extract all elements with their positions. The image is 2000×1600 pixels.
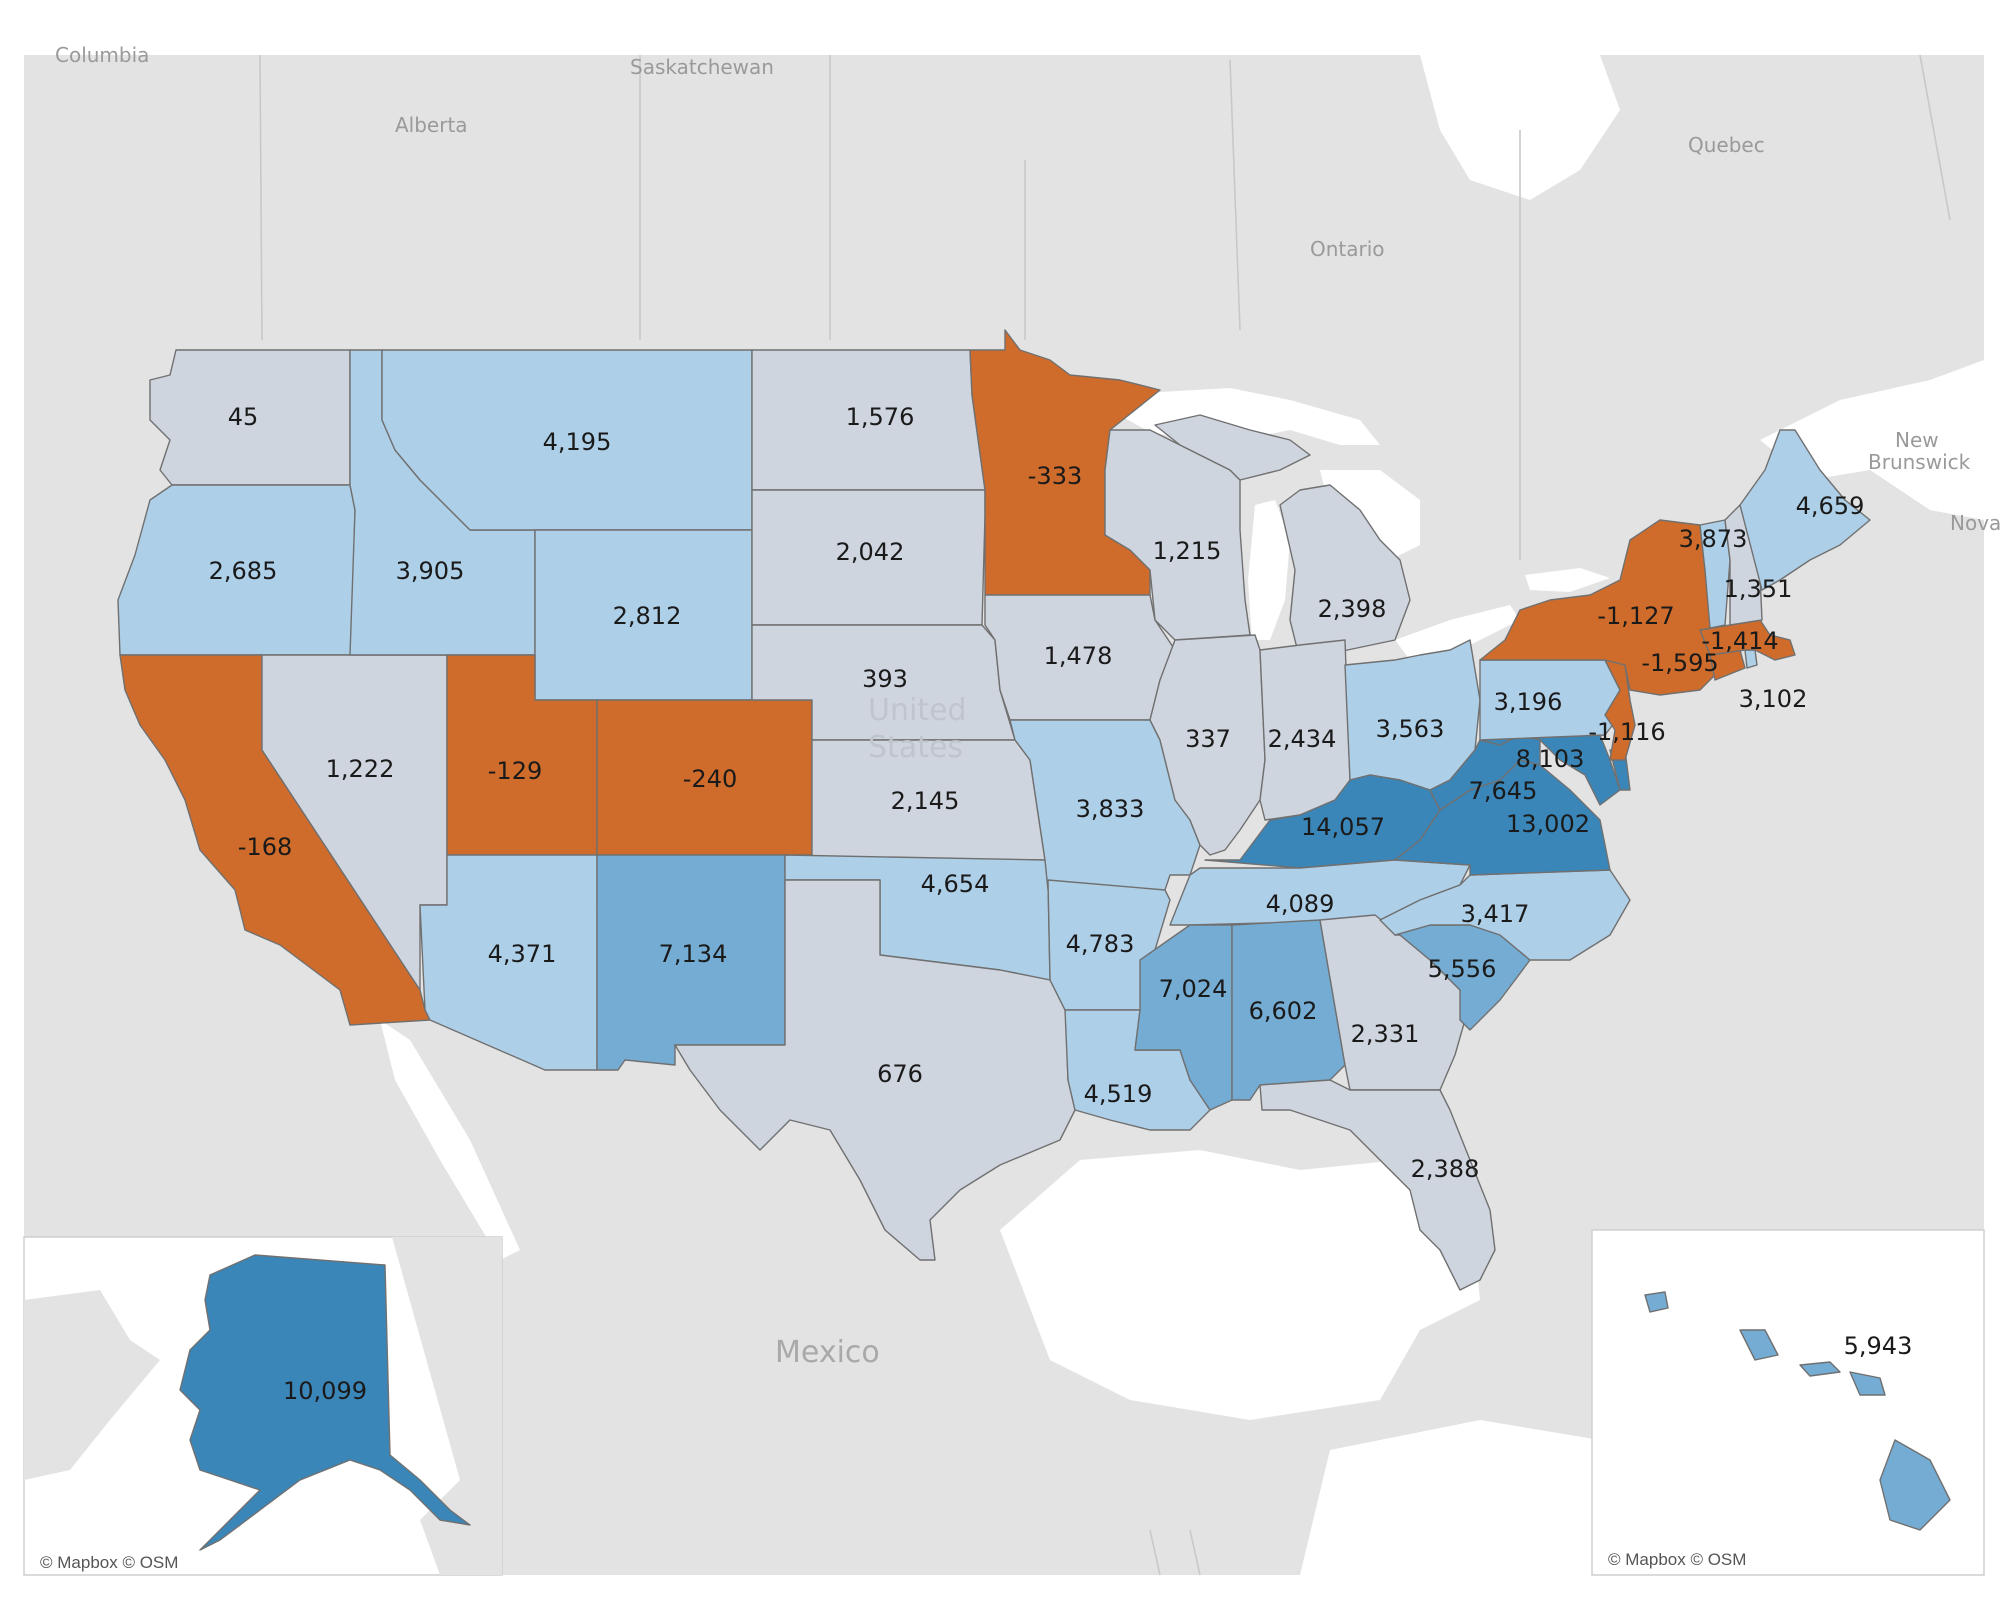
- value-label-hi: 5,943: [1844, 1332, 1913, 1360]
- label-mexico: Mexico: [775, 1335, 880, 1370]
- value-label-wy: 2,812: [613, 602, 682, 630]
- value-label-ct: -1,595: [1641, 649, 1718, 677]
- lake-ontario-water: [1525, 568, 1610, 592]
- value-label-id: 3,905: [396, 557, 465, 585]
- caribbean-water: [1300, 1420, 1600, 1575]
- value-label-il: 337: [1185, 725, 1231, 753]
- state-ms[interactable]: [1134, 924, 1233, 1111]
- value-label-al: 6,602: [1249, 997, 1318, 1025]
- value-label-ia: 1,478: [1044, 642, 1113, 670]
- value-label-mo: 3,833: [1076, 795, 1145, 823]
- value-label-or: 2,685: [209, 557, 278, 585]
- value-label-ks: 2,145: [891, 787, 960, 815]
- canada-province-borders: [259, 54, 1951, 560]
- value-label-in: 2,434: [1268, 725, 1337, 753]
- value-label-pa: 3,196: [1494, 688, 1563, 716]
- value-label-ar: 4,783: [1066, 930, 1135, 958]
- value-label-ga: 2,331: [1351, 1020, 1420, 1048]
- value-label-ny: -1,127: [1597, 602, 1674, 630]
- value-label-wi: 1,215: [1153, 537, 1222, 565]
- value-label-mt: 4,195: [543, 428, 612, 456]
- hawaii-inset-credit: © Mapbox © OSM: [1608, 1550, 1746, 1569]
- gulf-of-mexico-water: [1000, 1150, 1480, 1420]
- lake-erie-water: [1395, 605, 1520, 660]
- value-label-tn: 4,089: [1266, 890, 1335, 918]
- value-label-ri: 3,102: [1739, 685, 1808, 713]
- value-label-mi: 2,398: [1318, 595, 1387, 623]
- hudson-bay-water: [1420, 55, 1620, 200]
- state-ak[interactable]: [179, 1254, 471, 1551]
- state-ma[interactable]: [1699, 619, 1796, 661]
- value-labels-layer: 45 2,685 -168 1,222 3,905 4,195 2,812 -129 -240 4…: [209, 403, 1913, 1405]
- value-label-va: 13,002: [1506, 810, 1590, 838]
- label-columbia: Columbia: [55, 43, 149, 67]
- value-label-me: 4,659: [1796, 492, 1865, 520]
- label-quebec: Quebec: [1688, 133, 1765, 157]
- state-hi[interactable]: [1644, 1291, 1951, 1531]
- value-label-nh: 1,351: [1724, 575, 1793, 603]
- label-united: United: [868, 693, 967, 728]
- value-label-nv: 1,222: [326, 755, 395, 783]
- state-mi[interactable]: [1154, 414, 1411, 661]
- value-label-nm: 7,134: [659, 940, 728, 968]
- value-label-nd: 1,576: [846, 403, 915, 431]
- state-fl[interactable]: [1259, 1079, 1496, 1291]
- value-label-az: 4,371: [488, 940, 557, 968]
- value-label-ky: 14,057: [1301, 813, 1385, 841]
- label-states: States: [868, 730, 963, 765]
- label-alberta: Alberta: [395, 113, 468, 137]
- value-label-wv: 7,645: [1469, 777, 1538, 805]
- value-label-ok: 4,654: [921, 870, 990, 898]
- state-me[interactable]: [1739, 429, 1871, 591]
- state-sd[interactable]: [751, 489, 986, 626]
- value-label-ma: -1,414: [1701, 627, 1778, 655]
- gulf-of-st-lawrence-water: [1760, 360, 1984, 520]
- value-label-ms: 7,024: [1159, 975, 1228, 1003]
- label-nova: Nova: [1950, 511, 2000, 535]
- value-label-nj: -1,116: [1588, 718, 1665, 746]
- state-nc[interactable]: [1379, 869, 1631, 961]
- value-label-ak: 10,099: [283, 1377, 367, 1405]
- alaska-inset-basemap: [24, 1237, 502, 1575]
- states-layer: [117, 329, 1951, 1551]
- value-label-md: 8,103: [1516, 745, 1585, 773]
- lake-michigan-water: [1248, 500, 1290, 640]
- label-saskatchewan: Saskatchewan: [630, 55, 774, 79]
- value-label-ut: -129: [488, 757, 542, 785]
- lake-huron-water: [1320, 470, 1420, 560]
- value-label-sd: 2,042: [836, 538, 905, 566]
- value-label-co: -240: [683, 765, 737, 793]
- value-label-vt: 3,873: [1679, 525, 1748, 553]
- value-label-fl: 2,388: [1411, 1155, 1480, 1183]
- value-label-wa: 45: [228, 403, 259, 431]
- mexico-borders: [1149, 1529, 1201, 1576]
- value-label-ca: -168: [238, 833, 292, 861]
- state-tx[interactable]: [674, 879, 1076, 1261]
- gulf-of-california-water: [380, 1020, 520, 1260]
- value-label-tx: 676: [877, 1060, 923, 1088]
- value-label-mn: -333: [1028, 462, 1082, 490]
- value-label-oh: 3,563: [1376, 715, 1445, 743]
- label-new-brunswick: New Brunswick: [1868, 428, 1971, 474]
- value-label-sc: 5,556: [1428, 955, 1497, 983]
- state-nj[interactable]: [1604, 659, 1636, 761]
- value-label-ne: 393: [862, 665, 908, 693]
- value-label-nc: 3,417: [1461, 900, 1530, 928]
- value-label-la: 4,519: [1084, 1080, 1153, 1108]
- label-ontario: Ontario: [1310, 237, 1385, 261]
- alaska-inset-credit: © Mapbox © OSM: [40, 1553, 178, 1572]
